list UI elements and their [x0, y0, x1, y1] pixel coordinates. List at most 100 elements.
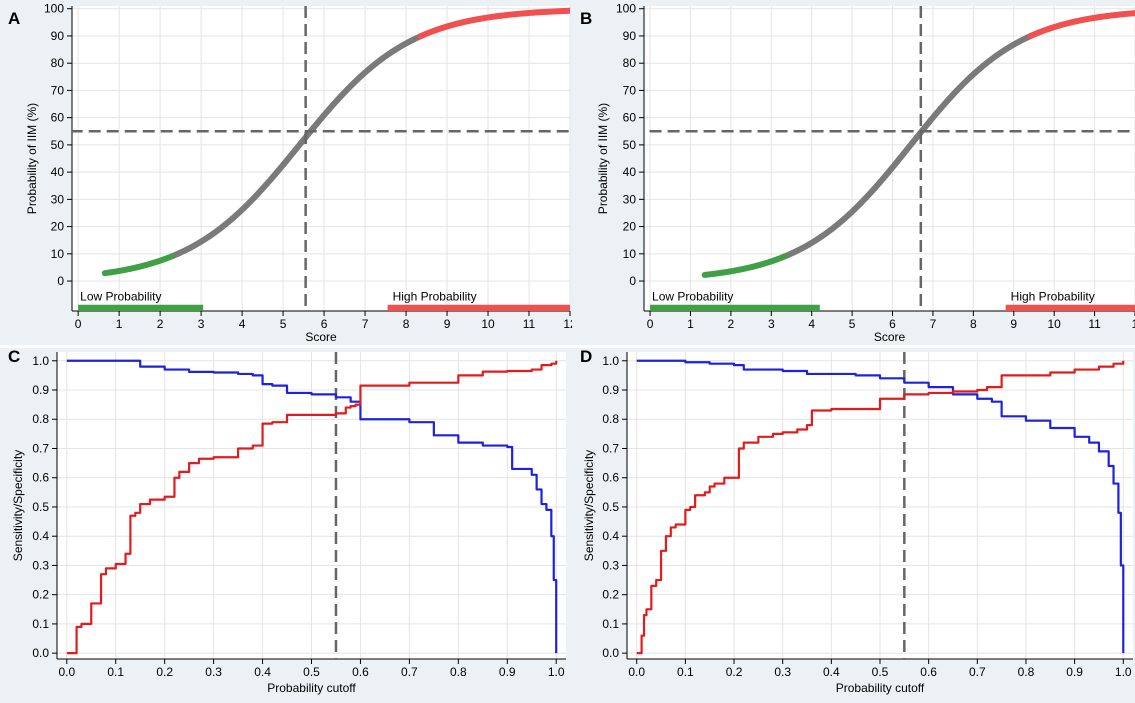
y-tick-label: 60 — [623, 111, 637, 125]
plot-content: Low Probability High Probability — [644, 6, 1135, 311]
x-tick-label: 0.0 — [628, 665, 645, 679]
y-tick-label: 100 — [44, 2, 64, 16]
plot-content: Low Probability High Probability — [72, 6, 570, 311]
y-tick-label: 0.8 — [602, 412, 619, 426]
y-tick-label: 0.6 — [602, 471, 619, 485]
x-tick-label: 0 — [647, 317, 654, 331]
x-tick-label: 0.7 — [401, 665, 418, 679]
y-tick-label: 0.9 — [32, 383, 49, 397]
plot-content — [66, 352, 558, 659]
plot-area — [644, 6, 1135, 311]
x-tick-label: 0.1 — [677, 665, 694, 679]
x-tick-label: 0.5 — [303, 665, 320, 679]
x-tick-label: 5 — [280, 317, 287, 331]
sensitivity-series-line — [636, 360, 1125, 655]
y-axis-title: Probability of IIM (%) — [596, 103, 610, 214]
panel-c: 0.0 0.1 0.2 0.3 0.4 0.5 0.6 0.7 0.8 0.9 1.0 0.0 0.1 0… — [0, 347, 572, 703]
y-tick-label: 70 — [623, 83, 637, 97]
panel-b: 0123456789101110102030405060708090100Sco… — [572, 0, 1135, 345]
x-tick-label: 3 — [198, 317, 205, 331]
x-axis-title: Score — [874, 330, 906, 344]
y-tick-label: 30 — [51, 192, 65, 206]
x-tick-label: 0.8 — [1018, 665, 1035, 679]
y-tick-label: 40 — [623, 165, 637, 179]
y-tick-label: 0.2 — [32, 588, 49, 602]
x-tick-label: 0.3 — [774, 665, 791, 679]
y-axis-title: Probability of IIM (%) — [25, 103, 39, 214]
x-tick-label: 0.2 — [726, 665, 743, 679]
x-tick-label: 10 — [481, 317, 495, 331]
y-tick-label: 0.3 — [602, 558, 619, 572]
y-axis-title: Sensitivity/Specificity — [582, 450, 596, 561]
y-tick-label: 80 — [623, 56, 637, 70]
y-axis-title: Sensitivity/Specificity — [11, 450, 25, 561]
y-tick-label: 0.9 — [602, 383, 619, 397]
x-tick-label: 0.7 — [969, 665, 986, 679]
x-tick-label: 1 — [687, 317, 694, 331]
y-tick-label: 0.8 — [32, 412, 49, 426]
y-tick-label: 30 — [623, 192, 637, 206]
y-tick-label: 0.3 — [32, 558, 49, 572]
x-tick-label: 8 — [970, 317, 977, 331]
x-tick-label: 0.6 — [352, 665, 369, 679]
x-tick-label: 2 — [728, 317, 735, 331]
y-tick-label: 0.1 — [32, 617, 49, 631]
y-tick-label: 0.0 — [32, 646, 49, 660]
curve-middle-segment — [168, 33, 424, 260]
x-tick-label: 7 — [930, 317, 937, 331]
low-probability-label: Low Probability — [80, 289, 161, 303]
x-tick-label: 11 — [523, 317, 536, 331]
y-tick-label: 0.5 — [32, 500, 49, 514]
x-tick-label: 0.8 — [450, 665, 467, 679]
x-axis-title: Probability cutoff — [836, 681, 925, 695]
y-tick-label: 0 — [57, 274, 64, 288]
y-tick-label: 0.1 — [602, 617, 619, 631]
x-tick-label: 1.0 — [548, 665, 565, 679]
x-tick-label: 0.2 — [156, 665, 173, 679]
y-tick-label: 90 — [51, 29, 65, 43]
plot-content — [636, 352, 1125, 659]
x-tick-label: 9 — [1010, 317, 1017, 331]
curve-low-segment — [101, 253, 175, 277]
x-tick-label: 1.0 — [1115, 665, 1132, 679]
specificity-series-line — [636, 359, 1125, 654]
x-tick-label: 5 — [849, 317, 856, 331]
y-tick-label: 80 — [51, 56, 65, 70]
y-tick-label: 10 — [51, 247, 65, 261]
x-tick-label: 3 — [768, 317, 775, 331]
y-tick-label: 0.0 — [602, 646, 619, 660]
x-tick-label: 6 — [889, 317, 896, 331]
y-tick-label: 0.7 — [32, 441, 49, 455]
y-tick-label: 0.6 — [32, 471, 49, 485]
specificity-series-line — [66, 359, 558, 654]
y-tick-label: 0.4 — [32, 529, 49, 543]
x-tick-label: 0.6 — [920, 665, 937, 679]
curve-middle-segment — [780, 33, 1034, 260]
x-tick-label: 8 — [403, 317, 410, 331]
x-tick-label: 0 — [75, 317, 82, 331]
x-tick-label: 0.0 — [58, 665, 75, 679]
x-tick-label: 0.9 — [1066, 665, 1083, 679]
y-tick-label: 50 — [51, 138, 65, 152]
y-tick-label: 0.5 — [602, 500, 619, 514]
x-tick-label: 4 — [808, 317, 815, 331]
y-tick-label: 70 — [51, 83, 65, 97]
y-tick-label: 20 — [623, 220, 637, 234]
x-tick-label: 1 — [116, 317, 123, 331]
x-tick-label: 1 — [1132, 317, 1135, 331]
y-tick-label: 0.4 — [602, 529, 619, 543]
low-probability-label: Low Probability — [652, 289, 733, 303]
y-tick-label: 0.7 — [602, 441, 619, 455]
panel-label: A — [8, 9, 20, 28]
x-tick-label: 6 — [321, 317, 328, 331]
x-tick-label: 4 — [239, 317, 246, 331]
x-tick-label: 0.9 — [499, 665, 516, 679]
x-tick-label: 7 — [362, 317, 369, 331]
x-tick-label: 0.1 — [107, 665, 124, 679]
y-tick-label: 60 — [51, 111, 65, 125]
x-tick-label: 0.4 — [254, 665, 271, 679]
curve-high-segment — [1027, 10, 1135, 40]
y-tick-label: 0 — [629, 274, 636, 288]
curve-low-segment — [701, 253, 787, 278]
